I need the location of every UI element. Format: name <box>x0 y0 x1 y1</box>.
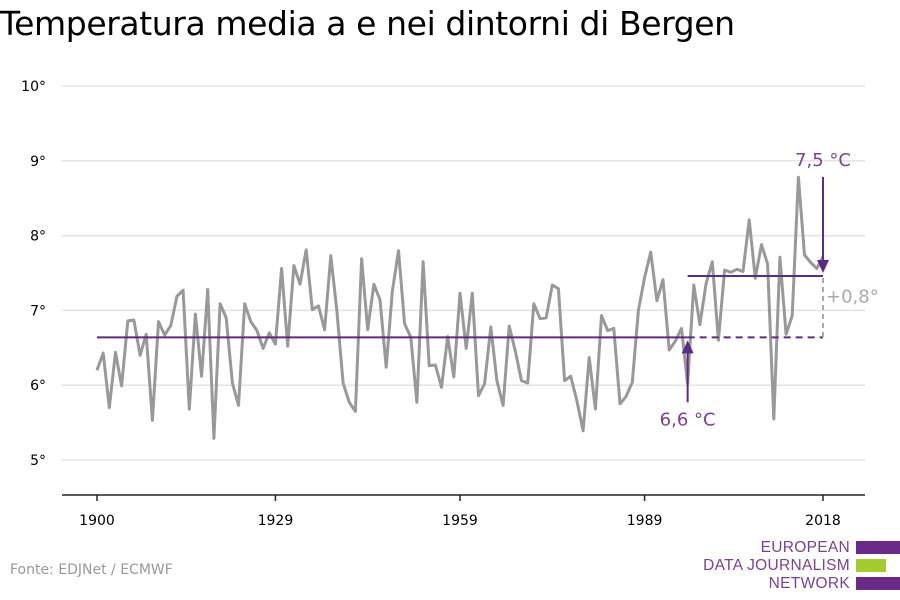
x-tick-label: 1929 <box>258 513 294 529</box>
logo-text-line-1: EUROPEAN <box>760 539 850 556</box>
y-tick-label: 10° <box>21 79 46 95</box>
chart-title: Temperatura media a e nei dintorni di Be… <box>0 4 735 43</box>
y-tick-label: 9° <box>30 154 46 170</box>
recent-value-label: 7,5 °C <box>795 150 851 171</box>
x-tick-label: 2018 <box>805 513 841 529</box>
source-credit: Fonte: EDJNet / ECMWF <box>10 562 173 578</box>
logo-bar-purple-top <box>856 541 900 554</box>
difference-label: +0,8° <box>826 287 879 308</box>
logo-bar-green <box>856 559 886 572</box>
logo-bar-spacer <box>856 559 900 572</box>
arrow-recent-head <box>817 259 829 273</box>
x-tick-label: 1959 <box>442 513 478 529</box>
logo-text-line-3: NETWORK <box>768 575 850 592</box>
x-tick-label: 1989 <box>627 513 663 529</box>
arrow-baseline-head <box>681 340 694 354</box>
temperature-series-line <box>95 175 825 440</box>
edjnet-logo: EUROPEAN DATA JOURNALISM NETWORK <box>700 536 900 596</box>
y-tick-label: 6° <box>30 378 46 394</box>
logo-text-line-2: DATA JOURNALISM <box>703 557 850 574</box>
logo-bar-purple-bottom <box>856 577 900 590</box>
y-tick-label: 5° <box>30 453 46 469</box>
baseline-value-label: 6,6 °C <box>660 409 716 430</box>
x-tick-label: 1900 <box>79 513 115 529</box>
y-tick-label: 7° <box>30 303 46 319</box>
y-tick-label: 8° <box>30 229 46 245</box>
